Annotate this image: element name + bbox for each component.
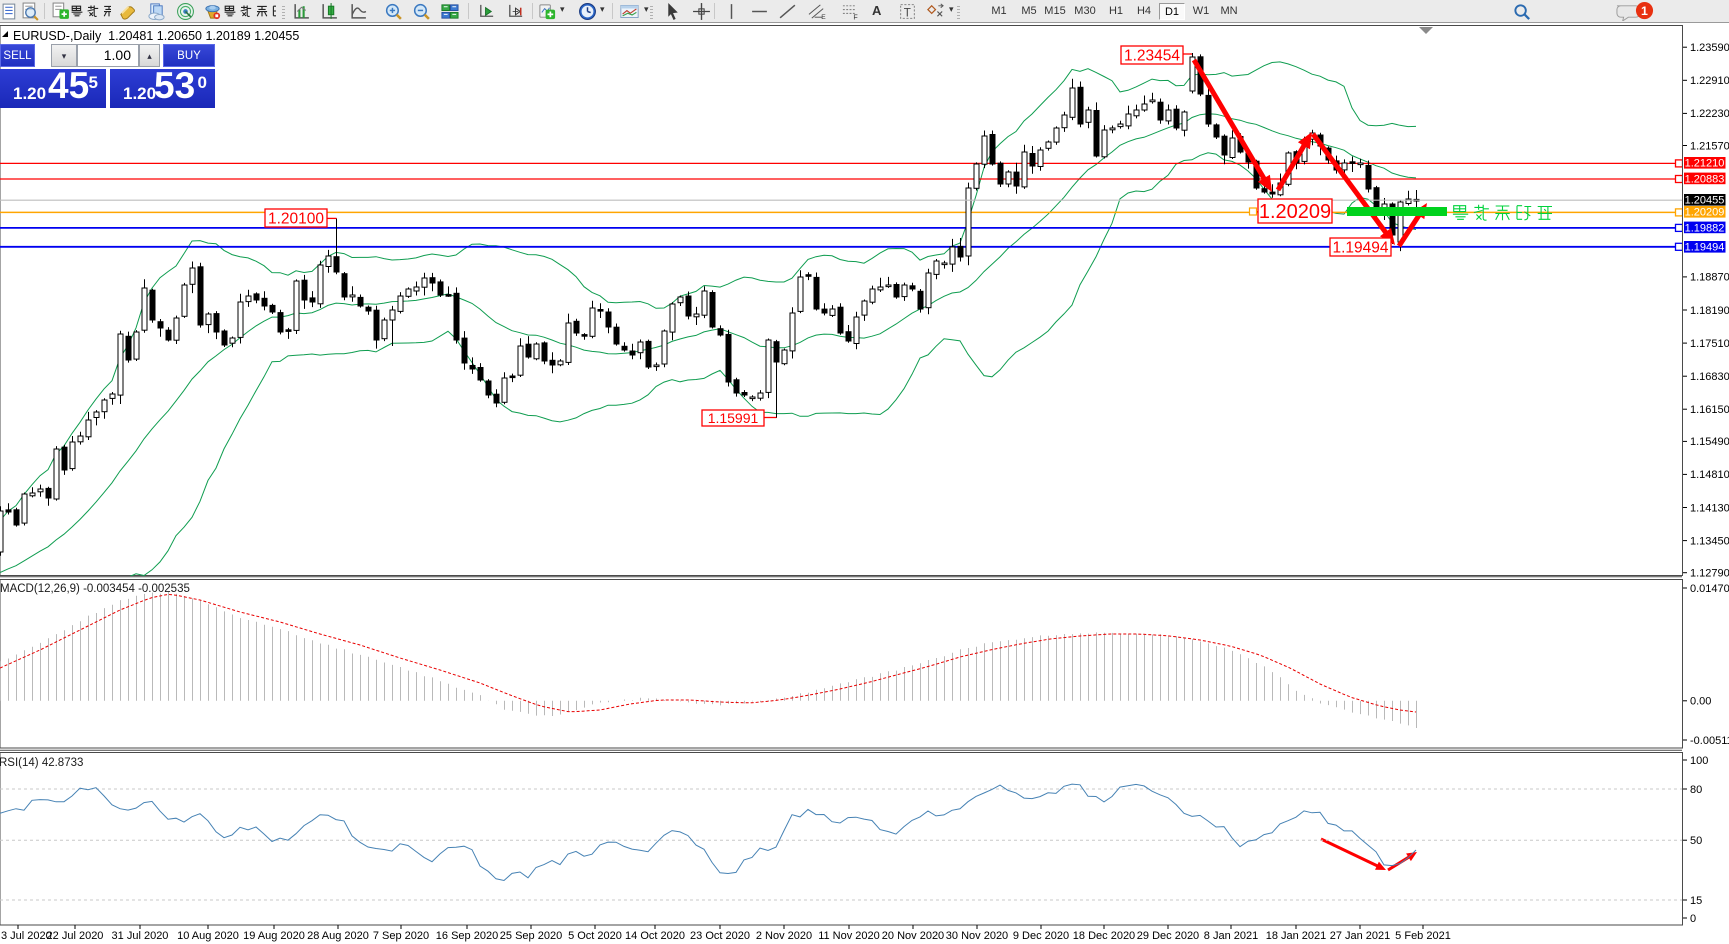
svg-text:1.19494: 1.19494 <box>1685 242 1725 254</box>
svg-text:5 Oct 2020: 5 Oct 2020 <box>568 930 622 942</box>
svg-text:19 Aug 2020: 19 Aug 2020 <box>243 930 305 942</box>
svg-text:1.23454: 1.23454 <box>1124 48 1180 65</box>
svg-text:1.22910: 1.22910 <box>1690 75 1729 87</box>
svg-text:1.12790: 1.12790 <box>1690 568 1729 580</box>
svg-text:29 Dec 2020: 29 Dec 2020 <box>1137 930 1199 942</box>
svg-text:0.014706: 0.014706 <box>1690 583 1729 595</box>
svg-text:1.16830: 1.16830 <box>1690 371 1729 383</box>
svg-text:EURUSD-,Daily 1.20481 1.20650: EURUSD-,Daily 1.20481 1.20650 1.20189 1.… <box>13 29 299 43</box>
svg-text:14 Oct 2020: 14 Oct 2020 <box>625 930 685 942</box>
svg-text:1.17510: 1.17510 <box>1690 338 1729 350</box>
svg-text:1.15490: 1.15490 <box>1690 436 1729 448</box>
svg-text:1.20209: 1.20209 <box>1259 201 1331 223</box>
svg-text:1.18870: 1.18870 <box>1690 272 1729 284</box>
svg-text:1.16150: 1.16150 <box>1690 404 1729 416</box>
svg-text:RSI(14) 42.8733: RSI(14) 42.8733 <box>0 757 83 769</box>
svg-text:1.15991: 1.15991 <box>708 410 759 426</box>
svg-text:25 Sep 2020: 25 Sep 2020 <box>500 930 562 942</box>
svg-text:9 Dec 2020: 9 Dec 2020 <box>1013 930 1069 942</box>
svg-text:1.20209: 1.20209 <box>1685 207 1725 219</box>
svg-text:1.18190: 1.18190 <box>1690 305 1729 317</box>
svg-text:1.14810: 1.14810 <box>1690 469 1729 481</box>
svg-text:23 Oct 2020: 23 Oct 2020 <box>690 930 750 942</box>
svg-text:1.20883: 1.20883 <box>1685 173 1725 185</box>
svg-text:27 Jan 2021: 27 Jan 2021 <box>1330 930 1391 942</box>
svg-text:1.20455: 1.20455 <box>1685 195 1725 207</box>
svg-text:11 Nov 2020: 11 Nov 2020 <box>818 930 880 942</box>
svg-text:1.22230: 1.22230 <box>1690 108 1729 120</box>
svg-text:1.23590: 1.23590 <box>1690 42 1729 54</box>
svg-text:T: T <box>904 6 911 19</box>
svg-text:0: 0 <box>1690 913 1696 925</box>
svg-text:10 Aug 2020: 10 Aug 2020 <box>177 930 239 942</box>
svg-text:1: 1 <box>1641 4 1648 18</box>
svg-text:80: 80 <box>1690 784 1702 796</box>
svg-text:1.21210: 1.21210 <box>1685 158 1725 170</box>
svg-text:1.14130: 1.14130 <box>1690 502 1729 514</box>
svg-text:-0.005113: -0.005113 <box>1690 735 1729 747</box>
svg-text:MACD(12,26,9) -0.003454 -0.002: MACD(12,26,9) -0.003454 -0.002535 <box>0 583 190 595</box>
svg-text:50: 50 <box>1690 835 1702 847</box>
svg-text:31 Jul 2020: 31 Jul 2020 <box>112 930 169 942</box>
svg-text:30 Nov 2020: 30 Nov 2020 <box>946 930 1008 942</box>
svg-text:1.13450: 1.13450 <box>1690 535 1729 547</box>
svg-text:20 Nov 2020: 20 Nov 2020 <box>882 930 944 942</box>
svg-text:E: E <box>821 14 826 21</box>
svg-text:7 Sep 2020: 7 Sep 2020 <box>373 930 429 942</box>
svg-text:100: 100 <box>1690 755 1708 767</box>
svg-text:18 Dec 2020: 18 Dec 2020 <box>1073 930 1135 942</box>
svg-text:1.19882: 1.19882 <box>1685 222 1725 234</box>
svg-text:16 Sep 2020: 16 Sep 2020 <box>436 930 498 942</box>
svg-text:8 Jan 2021: 8 Jan 2021 <box>1204 930 1258 942</box>
svg-text:5 Feb 2021: 5 Feb 2021 <box>1395 930 1451 942</box>
svg-text:0.00: 0.00 <box>1690 696 1711 708</box>
svg-text:1.20100: 1.20100 <box>268 211 324 228</box>
svg-text:3 Jul 2020: 3 Jul 2020 <box>1 930 52 942</box>
svg-text:22 Jul 2020: 22 Jul 2020 <box>47 930 104 942</box>
svg-text:28 Aug 2020: 28 Aug 2020 <box>307 930 369 942</box>
svg-text:1.19494: 1.19494 <box>1332 240 1388 257</box>
svg-text:15: 15 <box>1690 895 1702 907</box>
svg-text:18 Jan 2021: 18 Jan 2021 <box>1266 930 1327 942</box>
svg-text:2 Nov 2020: 2 Nov 2020 <box>756 930 812 942</box>
svg-text:1.21570: 1.21570 <box>1690 140 1729 152</box>
svg-text:F: F <box>853 14 858 21</box>
